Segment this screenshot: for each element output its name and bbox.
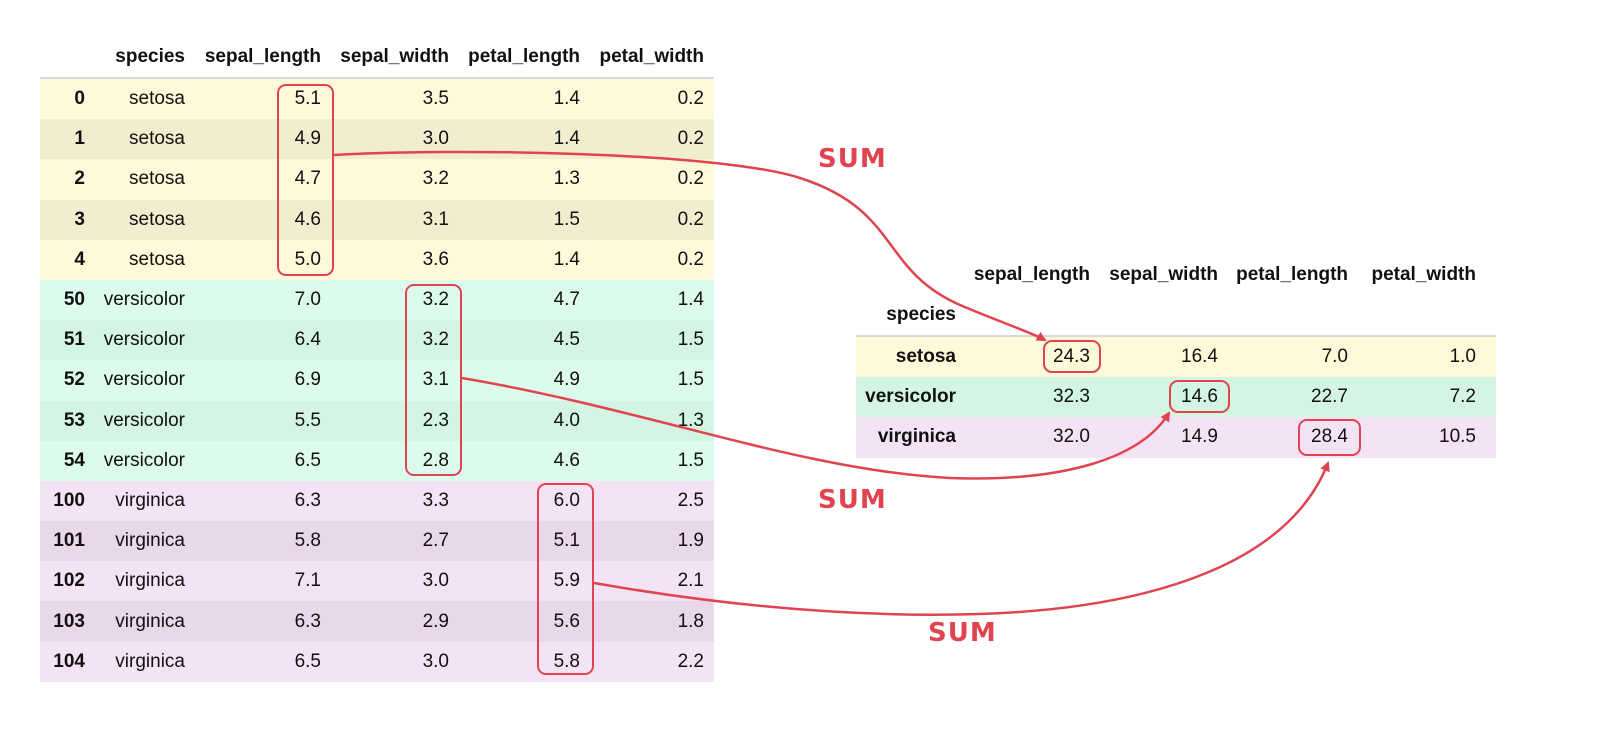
sum-label-virginica: SUM xyxy=(928,618,997,648)
sum-arrow-versicolor xyxy=(462,378,1169,478)
sum-label-versicolor: SUM xyxy=(818,485,887,515)
sum-arrow-virginica xyxy=(594,463,1328,615)
sum-arrow-setosa xyxy=(334,152,1045,340)
sum-label-setosa: SUM xyxy=(818,144,887,174)
